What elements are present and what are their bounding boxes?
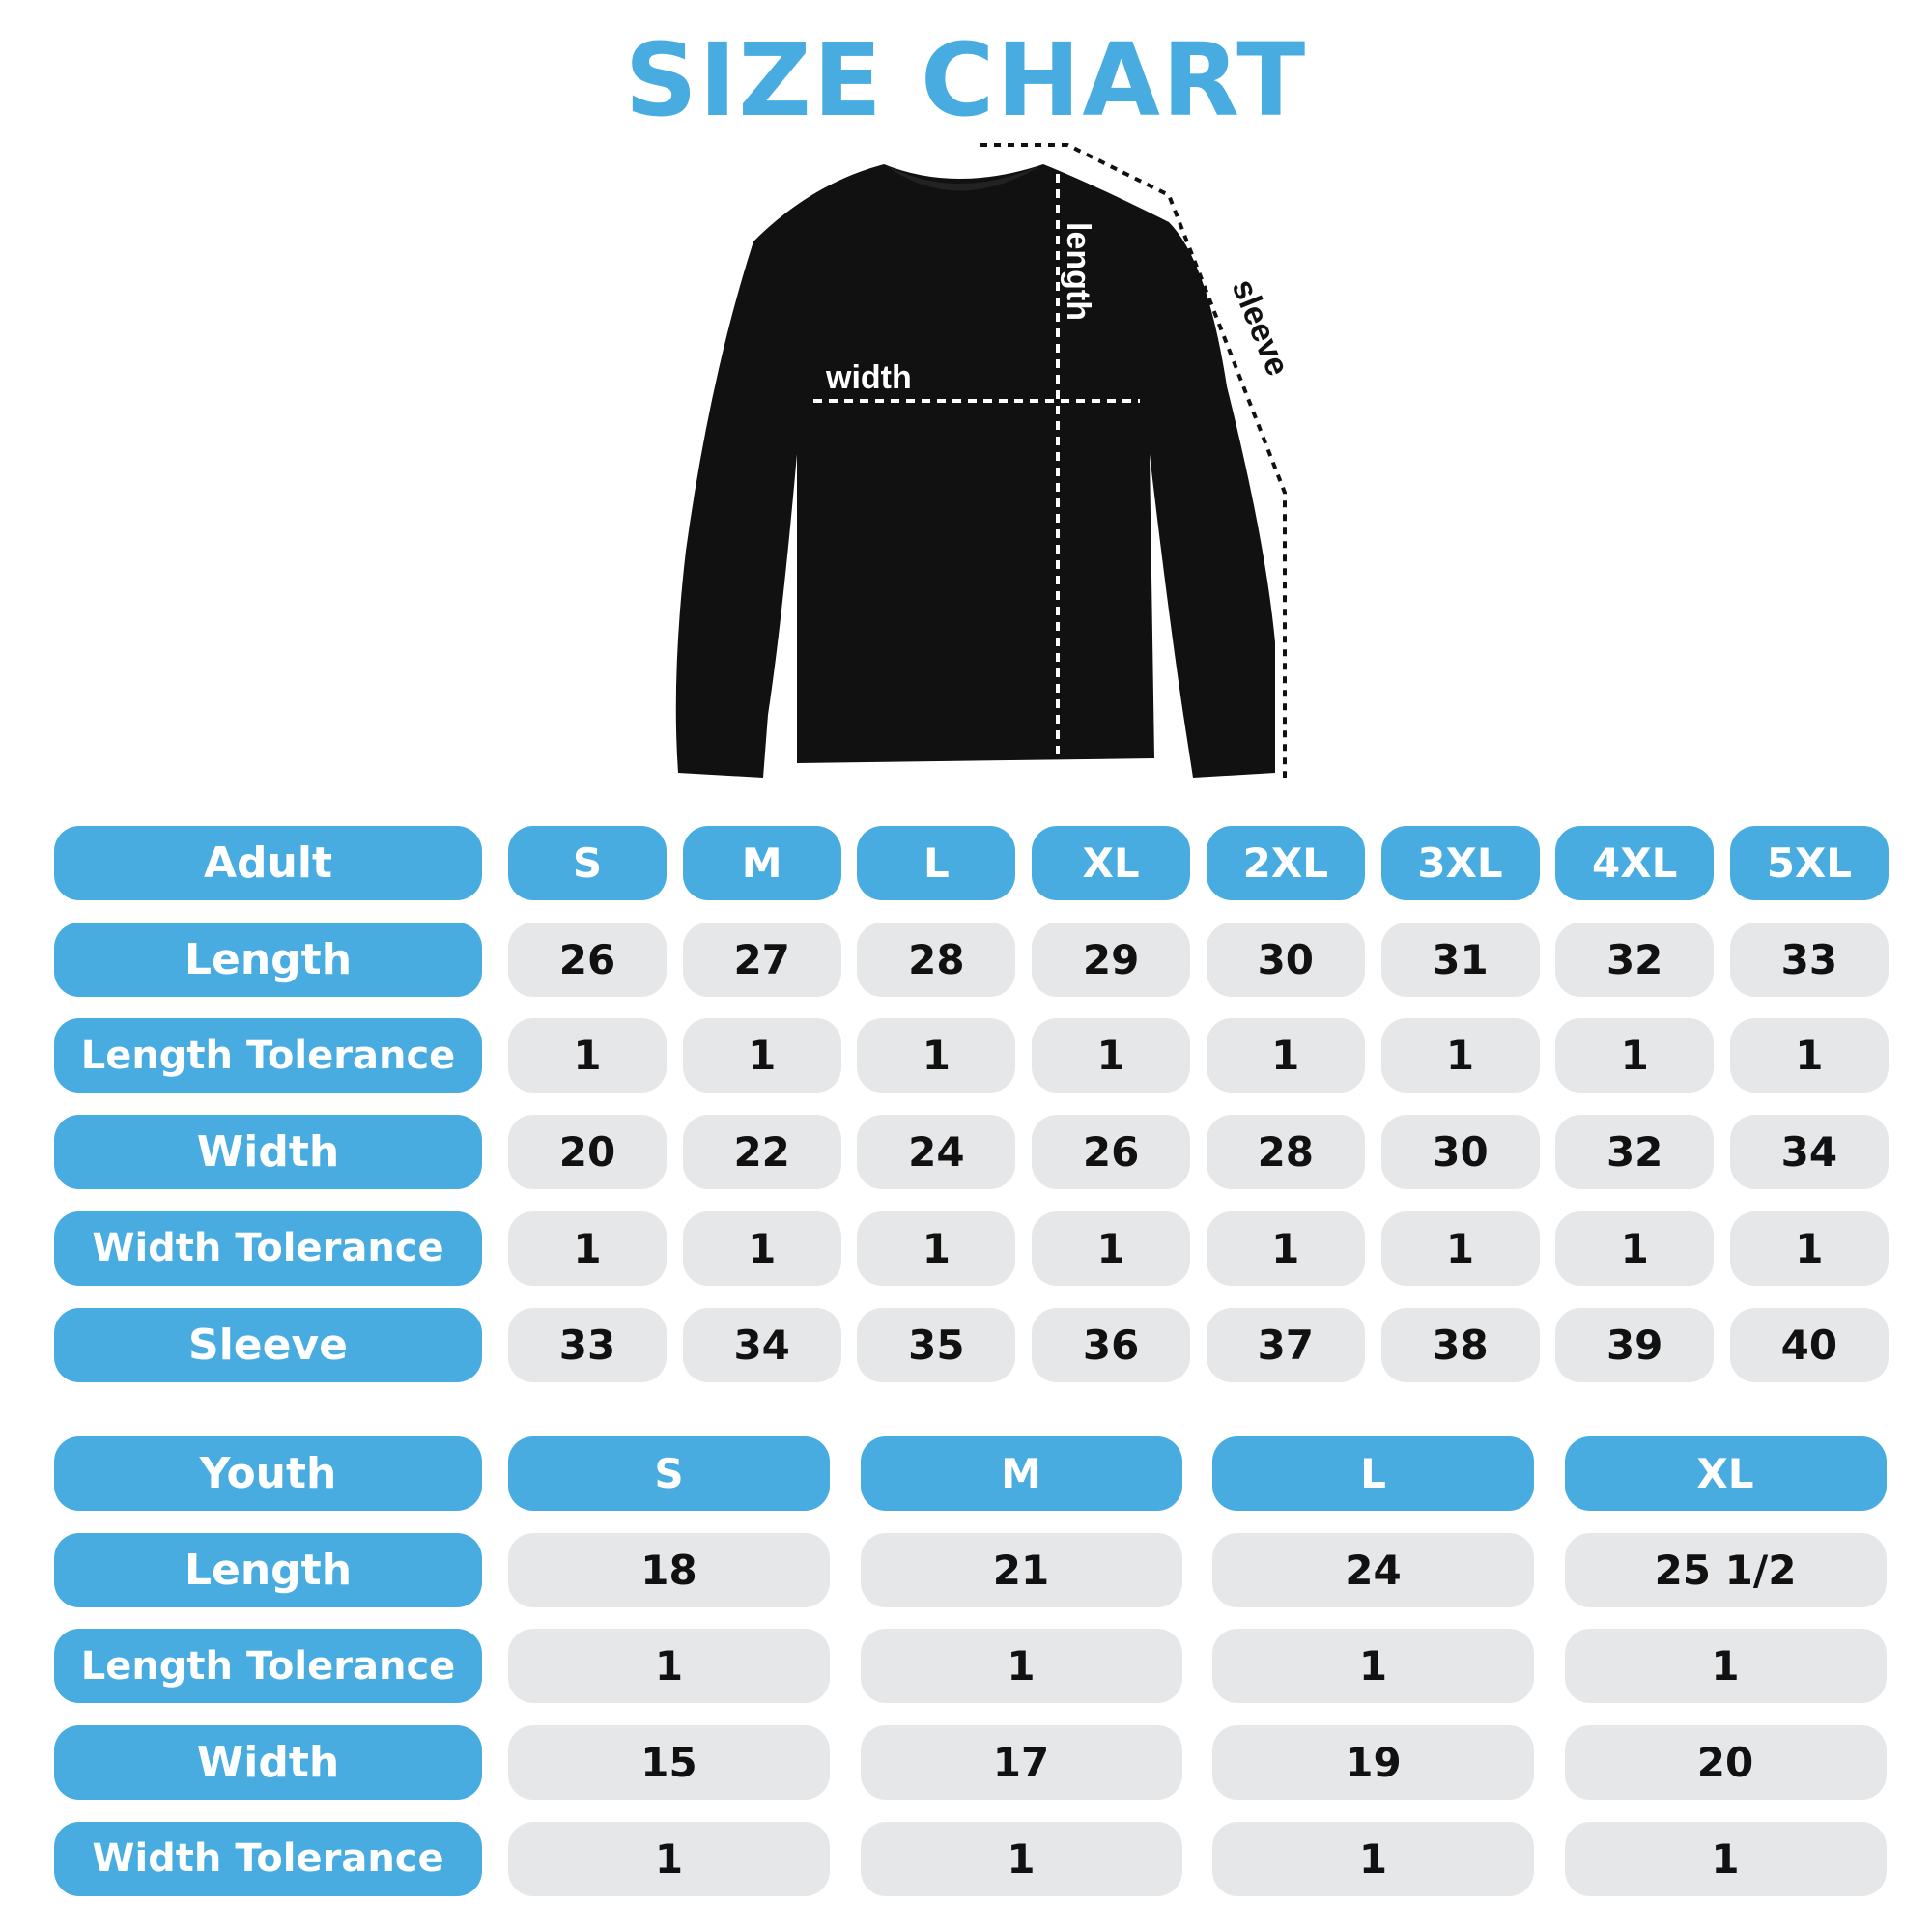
youth-size-header: XL: [1564, 1436, 1887, 1511]
adult-value-cell: 28: [857, 922, 1016, 997]
adult-value-cell: 1: [857, 1018, 1016, 1094]
adult-value-cell: 39: [1555, 1307, 1715, 1382]
adult-value-cell: 1: [1206, 1018, 1365, 1094]
youth-value-cell: 1: [860, 1629, 1182, 1704]
youth-value-cell: 1: [1564, 1821, 1887, 1896]
adult-size-header: L: [857, 826, 1016, 900]
adult-size-header: XL: [1032, 826, 1191, 900]
adult-value-cell: 26: [508, 922, 667, 997]
adult-size-header: 3XL: [1380, 826, 1540, 900]
adult-value-cell: 34: [1729, 1115, 1889, 1190]
adult-value-cell: 22: [682, 1115, 841, 1190]
adult-value-cell: 1: [1729, 1210, 1889, 1286]
adult-value-cell: 37: [1206, 1307, 1365, 1382]
youth-header-label: Youth: [54, 1436, 482, 1511]
youth-value-cell: 18: [508, 1532, 830, 1607]
length-label: length: [1060, 222, 1096, 321]
youth-row-label: Width Tolerance: [54, 1821, 482, 1896]
youth-row-label: Width: [54, 1725, 482, 1801]
adult-value-cell: 32: [1555, 922, 1715, 997]
adult-value-cell: 1: [682, 1018, 841, 1094]
adult-value-cell: 1: [857, 1210, 1016, 1286]
adult-value-cell: 35: [857, 1307, 1016, 1382]
adult-size-header: S: [508, 826, 667, 900]
adult-size-header: 2XL: [1206, 826, 1365, 900]
adult-value-cell: 28: [1206, 1115, 1365, 1190]
youth-value-cell: 1: [508, 1629, 830, 1704]
adult-size-header: M: [682, 826, 841, 900]
youth-row-label: Length Tolerance: [54, 1629, 482, 1704]
adult-value-cell: 38: [1380, 1307, 1540, 1382]
adult-row-label: Width Tolerance: [54, 1210, 482, 1286]
sleeve-measure-line: [980, 143, 1287, 778]
adult-row-label: Sleeve: [54, 1307, 482, 1382]
sweater-diagram: width length sleeve: [675, 143, 1296, 778]
adult-value-cell: 26: [1032, 1115, 1191, 1190]
collar: [884, 164, 1043, 191]
adult-value-cell: 1: [1555, 1018, 1715, 1094]
adult-row-label: Length Tolerance: [54, 1018, 482, 1094]
adult-value-cell: 20: [508, 1115, 667, 1190]
adult-value-cell: 33: [508, 1307, 667, 1382]
adult-row-label: Width: [54, 1115, 482, 1190]
width-label: width: [825, 359, 912, 396]
adult-value-cell: 29: [1032, 922, 1191, 997]
youth-size-header: M: [860, 1436, 1182, 1511]
adult-value-cell: 36: [1032, 1307, 1191, 1382]
youth-value-cell: 21: [860, 1532, 1182, 1607]
adult-value-cell: 1: [1555, 1210, 1715, 1286]
youth-value-cell: 25 1/2: [1564, 1532, 1887, 1607]
youth-value-cell: 24: [1212, 1532, 1534, 1607]
adult-value-cell: 1: [1032, 1018, 1191, 1094]
adult-value-cell: 34: [682, 1307, 841, 1382]
youth-value-cell: 1: [1212, 1821, 1534, 1896]
youth-value-cell: 1: [508, 1821, 830, 1896]
adult-value-cell: 1: [682, 1210, 841, 1286]
adult-value-cell: 24: [857, 1115, 1016, 1190]
adult-row-label: Length: [54, 922, 482, 997]
adult-value-cell: 1: [1032, 1210, 1191, 1286]
adult-size-header: 4XL: [1555, 826, 1715, 900]
youth-value-cell: 1: [1564, 1629, 1887, 1704]
youth-value-cell: 17: [860, 1725, 1182, 1801]
youth-value-cell: 1: [1212, 1629, 1534, 1704]
adult-value-cell: 1: [1380, 1018, 1540, 1094]
adult-value-cell: 33: [1729, 922, 1889, 997]
adult-header-label: Adult: [54, 826, 482, 900]
youth-row-label: Length: [54, 1532, 482, 1607]
adult-value-cell: 30: [1380, 1115, 1540, 1190]
page-title: SIZE CHART: [624, 21, 1308, 139]
adult-value-cell: 1: [508, 1018, 667, 1094]
adult-value-cell: 40: [1729, 1307, 1889, 1382]
adult-value-cell: 1: [508, 1210, 667, 1286]
youth-value-cell: 15: [508, 1725, 830, 1801]
adult-value-cell: 27: [682, 922, 841, 997]
youth-size-header: S: [508, 1436, 830, 1511]
adult-size-header: 5XL: [1729, 826, 1889, 900]
sweater-shape: [675, 164, 1275, 778]
youth-value-cell: 1: [860, 1821, 1182, 1896]
youth-value-cell: 20: [1564, 1725, 1887, 1801]
adult-value-cell: 1: [1206, 1210, 1365, 1286]
adult-value-cell: 31: [1380, 922, 1540, 997]
youth-value-cell: 19: [1212, 1725, 1534, 1801]
adult-value-cell: 32: [1555, 1115, 1715, 1190]
adult-value-cell: 30: [1206, 922, 1365, 997]
adult-value-cell: 1: [1729, 1018, 1889, 1094]
youth-size-header: L: [1212, 1436, 1534, 1511]
adult-value-cell: 1: [1380, 1210, 1540, 1286]
